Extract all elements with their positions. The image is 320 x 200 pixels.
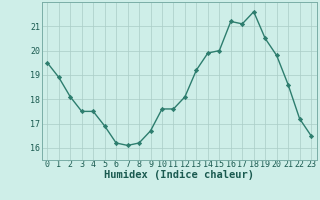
X-axis label: Humidex (Indice chaleur): Humidex (Indice chaleur)	[104, 170, 254, 180]
